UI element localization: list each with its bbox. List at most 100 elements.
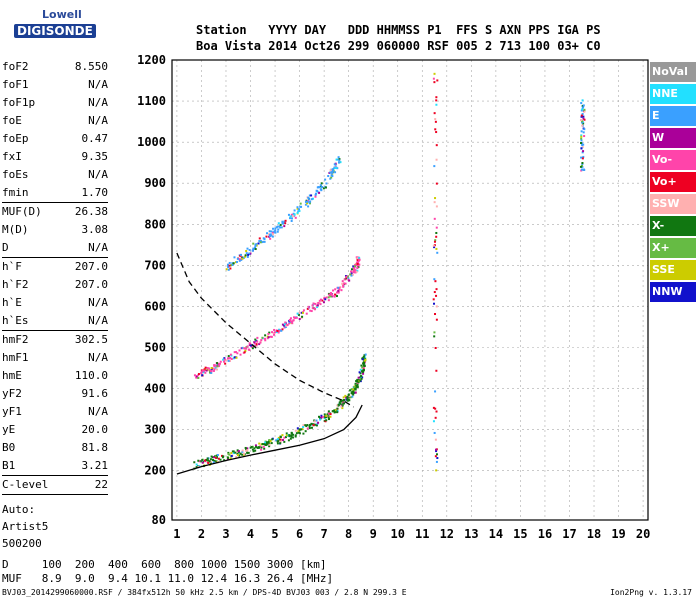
- legend-item: NNW: [650, 282, 696, 302]
- echo-point: [271, 438, 274, 441]
- echo-point: [273, 333, 276, 336]
- echo-point: [225, 359, 228, 362]
- echo-point: [308, 198, 311, 201]
- logo-lowell: Lowell: [42, 8, 82, 21]
- echo-point: [236, 449, 239, 452]
- echo-point: [263, 447, 266, 450]
- echo-point: [258, 237, 261, 240]
- echo-point: [352, 388, 355, 391]
- echo-point: [434, 416, 437, 419]
- echo-point: [195, 463, 198, 466]
- echo-point: [229, 353, 232, 356]
- echo-point: [320, 414, 323, 417]
- echo-point: [245, 250, 248, 253]
- echo-point: [327, 175, 330, 178]
- echo-point: [271, 235, 274, 238]
- echo-point: [288, 434, 291, 437]
- param-value: N/A: [88, 314, 108, 327]
- echo-point: [240, 253, 243, 256]
- echo-point: [314, 195, 317, 198]
- echo-point: [271, 231, 274, 234]
- echo-point: [331, 410, 334, 413]
- echo-point: [325, 419, 328, 422]
- echo-point: [195, 375, 198, 378]
- echo-point: [433, 240, 436, 243]
- echo-point: [358, 263, 361, 266]
- echo-point: [356, 385, 359, 388]
- echo-point: [340, 399, 343, 402]
- divider: [2, 257, 108, 258]
- echo-point: [316, 306, 319, 309]
- param-row: foEp 0.47: [2, 130, 108, 148]
- echo-point: [207, 461, 210, 464]
- echo-point: [327, 412, 330, 415]
- echo-point: [435, 369, 438, 372]
- echo-point: [271, 331, 274, 334]
- echo-point: [329, 177, 332, 180]
- echo-point: [310, 310, 313, 313]
- echo-point: [209, 460, 212, 463]
- echo-point: [362, 372, 365, 375]
- echo-point: [363, 365, 366, 368]
- echo-point: [283, 323, 286, 326]
- param-row: foF2 8.550: [2, 58, 108, 76]
- echo-point: [580, 114, 583, 117]
- echo-point: [342, 285, 345, 288]
- echo-point: [333, 163, 336, 166]
- echo-point: [283, 225, 286, 228]
- legend-item: X+: [650, 238, 696, 258]
- echo-point: [289, 437, 292, 440]
- echo-point: [319, 303, 322, 306]
- echo-point: [356, 262, 359, 265]
- echo-point: [300, 311, 303, 314]
- echo-point: [251, 347, 254, 350]
- echo-point: [362, 368, 365, 371]
- echo-point: [582, 168, 585, 171]
- echo-point: [344, 394, 347, 397]
- echo-point: [348, 279, 351, 282]
- param-row: yF1 N/A: [2, 403, 108, 421]
- echo-point: [352, 271, 355, 274]
- echo-point: [580, 156, 583, 159]
- param-value: 91.6: [81, 387, 109, 400]
- echo-point: [268, 331, 271, 334]
- echo-point: [284, 325, 287, 328]
- echo-point: [434, 455, 437, 458]
- echo-point: [327, 299, 330, 302]
- echo-point: [580, 137, 583, 140]
- echo-point: [244, 446, 247, 449]
- echo-point: [335, 166, 338, 169]
- echo-point: [257, 446, 260, 449]
- param-label: C-level: [2, 478, 49, 491]
- echo-point: [291, 322, 294, 325]
- echo-point: [336, 407, 339, 410]
- echo-point: [363, 362, 366, 365]
- param-label: foEs: [2, 168, 29, 181]
- y-tick-label: 600: [144, 299, 166, 313]
- echo-point: [313, 420, 316, 423]
- param-row: foF1 N/A: [2, 76, 108, 94]
- echo-point: [277, 331, 280, 334]
- echo-point: [324, 178, 327, 181]
- echo-point: [246, 449, 249, 452]
- echo-point: [268, 445, 271, 448]
- echo-point: [302, 432, 305, 435]
- x-tick-label: 7: [321, 527, 328, 541]
- echo-point: [209, 458, 212, 461]
- echo-point: [234, 451, 237, 454]
- param-value: 207.0: [74, 260, 108, 273]
- echo-point: [251, 445, 254, 448]
- echo-point: [327, 416, 330, 419]
- echo-point: [341, 404, 344, 407]
- echo-point: [299, 202, 302, 205]
- echo-point: [243, 347, 246, 350]
- echo-point: [298, 209, 301, 212]
- echo-point: [335, 158, 338, 161]
- param-value: N/A: [88, 114, 108, 127]
- echo-point: [227, 268, 230, 271]
- echo-point: [253, 447, 256, 450]
- echo-point: [582, 122, 585, 125]
- echo-point: [358, 258, 361, 261]
- echo-point: [341, 280, 344, 283]
- auto-line: Artist5: [2, 520, 49, 533]
